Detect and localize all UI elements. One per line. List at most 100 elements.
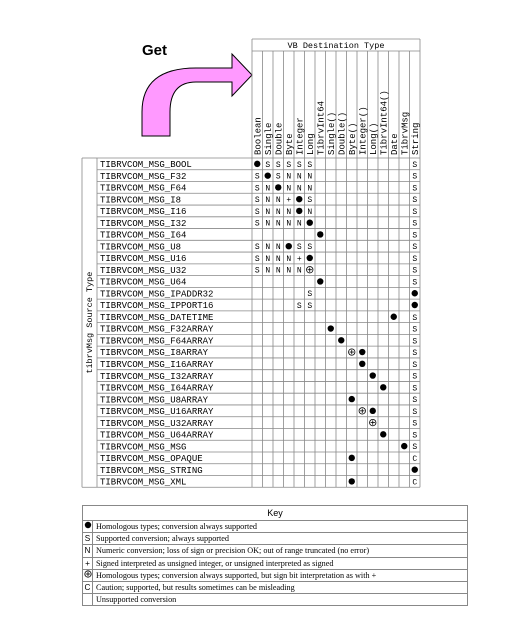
key-symbol: N <box>82 544 93 558</box>
key-description: Homologous types; conversion always supp… <box>92 519 468 534</box>
key-symbol: C <box>82 580 93 595</box>
cell-symbol: S <box>255 208 260 217</box>
cell-symbol: S <box>255 220 260 229</box>
cell-symbol: S <box>412 184 417 193</box>
cell-homologous-mark <box>296 207 303 215</box>
cell-symbol: S <box>412 196 417 205</box>
cell-symbol: S <box>412 373 417 382</box>
cell-symbol: N <box>307 208 312 217</box>
dest-label: Single <box>264 123 274 155</box>
dest-label: String <box>411 123 421 155</box>
row-label: TIBRVCOM_MSG_F64 <box>100 184 186 194</box>
row-label: TIBRVCOM_MSG_I32ARRAY <box>100 372 214 382</box>
cell-symbol: S <box>412 255 417 264</box>
cell-symbol: S <box>255 184 260 193</box>
cell-symbol: S <box>276 173 281 182</box>
dest-label: Byte <box>285 133 295 155</box>
row-label: TIBRVCOM_MSG_IPPORT16 <box>100 301 213 311</box>
dest-label: Long <box>306 133 316 155</box>
key-row: S Supported conversion; always supported <box>82 532 468 546</box>
row-label: TIBRVCOM_MSG_I32 <box>100 219 186 229</box>
key-symbol: S <box>82 532 93 546</box>
key-description: Supported conversion; always supported <box>92 532 468 546</box>
dest-label: Date <box>390 133 400 155</box>
cell-homologous-mark <box>348 395 355 403</box>
cell-symbol: C <box>412 478 417 487</box>
cell-symbol: N <box>297 173 302 182</box>
row-label: TIBRVCOM_MSG_U16 <box>100 254 186 264</box>
cell-homologous-mark <box>296 195 303 203</box>
get-title: Get <box>142 42 168 59</box>
key-description: Numeric conversion; loss of sign or prec… <box>92 544 468 558</box>
cell-symbol: N <box>297 267 302 276</box>
key-symbol: + <box>82 556 93 570</box>
key-symbol <box>82 519 93 534</box>
row-label: TIBRVCOM_MSG_U16ARRAY <box>100 407 214 417</box>
cell-homologous-mark <box>411 466 418 473</box>
dest-label: TibrvInt64 <box>316 101 326 155</box>
cell-symbol: S <box>297 302 302 311</box>
row-label: TIBRVCOM_MSG_I64ARRAY <box>100 384 214 394</box>
dest-label: TibrvInt64() <box>379 90 389 155</box>
cell-symbol: N <box>297 220 302 229</box>
cell-homologous-mark <box>380 384 387 391</box>
cell-symbol: S <box>307 196 312 205</box>
cell-homologous-mark <box>338 337 345 344</box>
cell-homologous-mark <box>359 360 366 367</box>
cell-symbol: S <box>412 396 417 405</box>
key-description: Homologous types; conversion always supp… <box>92 568 468 582</box>
key-row: Unsupported conversion <box>82 593 468 607</box>
cell-homologous-mark <box>359 348 366 356</box>
row-label: TIBRVCOM_MSG_OPAQUE <box>100 454 203 464</box>
cell-homologous-mark <box>306 219 313 226</box>
row-label: TIBRVCOM_MSG_I16 <box>100 207 186 217</box>
cell-symbol: N <box>286 255 291 264</box>
cell-symbol: N <box>276 220 281 229</box>
cell-symbol: S <box>255 173 260 182</box>
cell-symbol: N <box>307 173 312 182</box>
curved-arrow-icon <box>141 52 253 137</box>
dest-label: Boolean <box>253 117 263 155</box>
cell-symbol: N <box>265 243 270 252</box>
cell-symbol: S <box>412 326 417 335</box>
row-label: TIBRVCOM_MSG_I8 <box>100 195 181 205</box>
cell-homologous-mark <box>411 301 418 309</box>
key-row: Homologous types; conversion always supp… <box>82 519 468 534</box>
cell-symbol: S <box>412 220 417 229</box>
cell-symbol: N <box>307 184 312 193</box>
cell-homologous-mark <box>369 407 376 415</box>
cell-symbol: N <box>265 184 270 193</box>
dest-label: Byte() <box>348 123 358 155</box>
row-label: TIBRVCOM_MSG_U32 <box>100 266 186 276</box>
row-label: TIBRVCOM_MSG_F32ARRAY <box>100 325 214 335</box>
cell-symbol: N <box>286 267 291 276</box>
row-label: TIBRVCOM_MSG_XML <box>100 478 186 488</box>
row-label: TIBRVCOM_MSG_U64 <box>100 278 186 288</box>
cell-symbol: N <box>297 184 302 193</box>
key-symbol <box>82 593 93 607</box>
cell-symbol: S <box>412 443 417 452</box>
cell-symbol: S <box>412 208 417 217</box>
cell-symbol: S <box>412 278 417 287</box>
key-row: + Signed interpreted as unsigned integer,… <box>82 556 468 570</box>
cell-symbol: N <box>286 208 291 217</box>
row-label: TIBRVCOM_MSG_I8ARRAY <box>100 348 209 358</box>
key-table: Key Homologous types; conversion always … <box>82 505 468 607</box>
cell-symbol: N <box>276 243 281 252</box>
row-label: TIBRVCOM_MSG_I64 <box>100 231 186 241</box>
row-label: TIBRVCOM_MSG_U32ARRAY <box>100 419 214 429</box>
cell-symbol: S <box>255 243 260 252</box>
cell-symbol: N <box>286 184 291 193</box>
cell-symbol: S <box>412 337 417 346</box>
cell-symbol: S <box>412 314 417 323</box>
cell-symbol: S <box>412 408 417 417</box>
row-label: TIBRVCOM_MSG_U8 <box>100 242 181 252</box>
dest-label: Long() <box>369 123 379 155</box>
cell-symbol: N <box>265 255 270 264</box>
cell-symbol: S <box>307 290 312 299</box>
row-label: TIBRVCOM_MSG_STRING <box>100 466 203 476</box>
cell-symbol: N <box>286 173 291 182</box>
cell-symbol: S <box>297 243 302 252</box>
cell-homologous-mark <box>327 325 334 332</box>
